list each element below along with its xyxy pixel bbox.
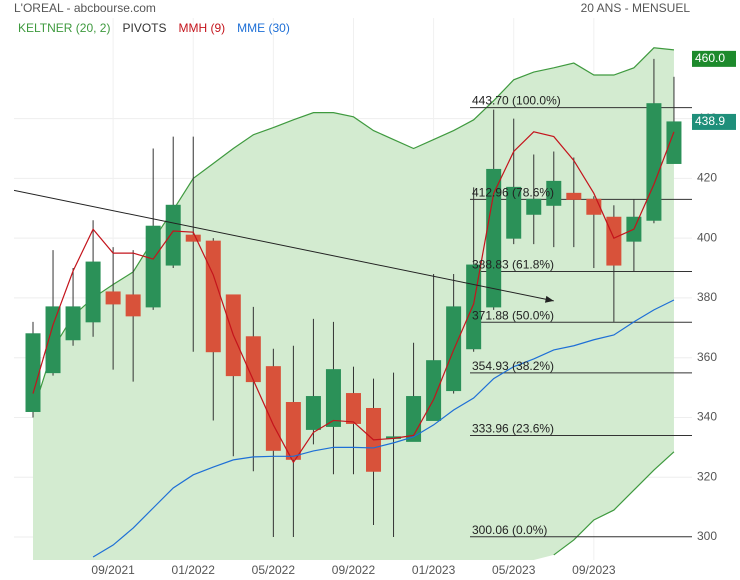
plot [14,18,692,560]
candle-body [145,225,161,308]
y-tick-label: 320 [697,469,717,483]
candle-body [245,336,261,383]
x-tick-label: 01/2022 [172,563,216,577]
y-tick-label: 420 [697,171,717,185]
pivot-label: 443.70 (100.0%) [472,94,561,108]
y-tick-label: 340 [697,410,717,424]
candle-body [646,103,662,221]
mme-line [92,299,675,558]
keltner-lower [553,451,675,556]
candle-body [125,294,141,317]
legend-entry: MMH (9) [179,21,226,35]
candle-body [165,204,181,266]
pivot-label: 371.88 (50.0%) [472,308,554,322]
price-tag-label: 438.9 [695,114,725,128]
y-tick-label: 300 [697,529,717,543]
candle-body [325,369,341,427]
mmh-line [32,131,675,464]
x-tick-label: 09/2023 [572,563,616,577]
legend-entry: KELTNER (20, 2) [18,21,110,35]
candle-body [265,366,281,451]
chart-title: L'OREAL - abcbourse.com [14,1,156,15]
pivot-label: 333.96 (23.6%) [472,422,554,436]
trend-arrow [544,295,554,303]
y-tick-label: 360 [697,350,717,364]
candle-body [25,333,41,412]
x-tick-label: 09/2022 [332,563,376,577]
candle-body [185,234,201,242]
candle-body [486,168,502,308]
candle-body [606,216,622,266]
candle-body [205,240,221,353]
trendline [14,189,554,302]
candle-body [85,261,101,323]
price-tag-label: 460.0 [695,51,725,65]
price-tag [692,50,736,67]
candle-body [566,192,582,200]
candle-body [546,180,562,206]
candle-body [426,360,442,421]
x-tick-label: 01/2023 [412,563,456,577]
pivot-label: 300.06 (0.0%) [472,523,547,537]
candle-body [666,121,682,164]
candle-body [105,291,121,305]
candle-body [526,198,542,215]
candle-body [305,396,321,430]
legend-entry: PIVOTS [122,21,166,35]
y-tick-label: 380 [697,290,717,304]
candle-body [506,186,522,239]
x-tick-label: 05/2022 [252,563,296,577]
y-tick-label: 400 [697,230,717,244]
pivot-label: 388.83 (61.8%) [472,258,554,272]
legend-entry: MME (30) [237,21,290,35]
candle-body [45,306,61,374]
x-tick-label: 05/2023 [492,563,536,577]
candle-body [65,306,81,341]
price-tag [692,113,736,130]
pivot-label: 412.96 (78.6%) [472,186,554,200]
candle-body [285,402,301,460]
x-tick-label: 09/2021 [91,563,135,577]
keltner-upper [32,47,675,413]
chart-subtitle: 20 ANS - MENSUEL [581,1,691,15]
pivot-label: 354.93 (38.2%) [472,359,554,373]
candle-body [586,198,602,215]
candle-body [345,393,361,424]
